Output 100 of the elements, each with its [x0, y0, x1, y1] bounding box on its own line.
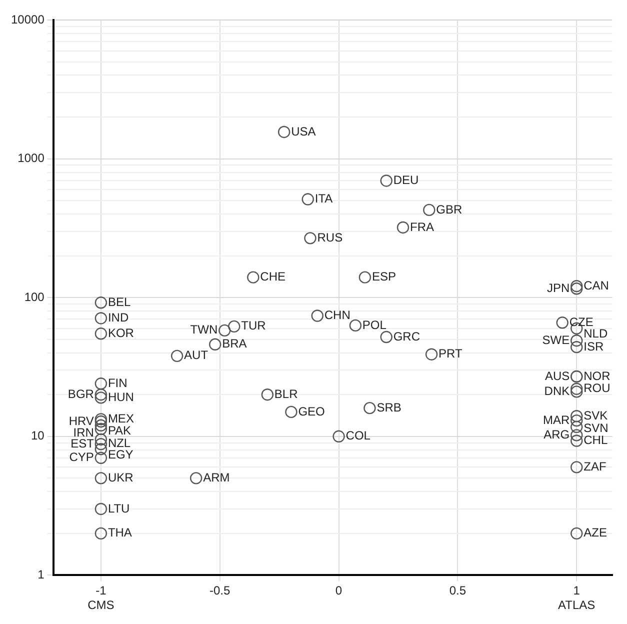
y-tick-label: 10 [31, 428, 45, 443]
annotation: AUS [544, 368, 570, 383]
x-tick-label: 1 ATLAS [558, 584, 596, 612]
annotation: GRC [393, 329, 420, 344]
annotation: EGY [108, 447, 134, 462]
annotation: IND [108, 310, 129, 325]
annotation: SVN [584, 421, 608, 436]
point [570, 334, 583, 347]
point [570, 382, 583, 395]
point [94, 328, 108, 340]
annotation: DEU [393, 173, 419, 188]
annotation: JPN [546, 280, 570, 295]
annotation: ROU [584, 381, 610, 396]
annotation: AUT [184, 348, 209, 362]
annotation: SRB [376, 400, 402, 414]
annotation: CHN [324, 308, 350, 322]
point [311, 310, 324, 322]
annotation: POL [362, 318, 387, 332]
annotation: COL [346, 428, 371, 443]
annotation: MAR [542, 412, 570, 427]
annotation: HRV [68, 414, 94, 428]
annotation: TUR [241, 318, 266, 333]
point [302, 193, 314, 206]
point [94, 392, 108, 404]
point [94, 472, 108, 484]
annotation: SVK [584, 408, 608, 422]
annotation: BLR [274, 386, 298, 401]
x-tick-label: -1 CMS [88, 584, 114, 612]
annotation: ITA [314, 192, 333, 206]
point [94, 443, 108, 456]
y-tick-label: 1 [38, 568, 45, 582]
annotation: GEO [298, 404, 325, 418]
annotation: THA [108, 526, 132, 540]
point [247, 271, 260, 284]
point [396, 221, 410, 234]
annotation: BGR [68, 386, 94, 401]
point [570, 386, 583, 398]
annotation: ZAF [584, 460, 606, 474]
annotation: CAN [584, 278, 609, 292]
point [380, 174, 392, 187]
point [94, 296, 108, 309]
annotation: NLD [584, 326, 608, 341]
annotation: ARG [544, 428, 570, 442]
annotation: SWE [542, 332, 570, 347]
y-tick-label: 1000 [18, 151, 45, 166]
point [94, 527, 108, 540]
point [358, 271, 372, 284]
annotation: LTU [108, 501, 130, 516]
annotation: FRA [410, 220, 434, 234]
annotation: NOR [584, 368, 611, 383]
point [556, 316, 568, 329]
y-tick-label: 100 [24, 290, 45, 304]
point [570, 527, 583, 540]
annotation: NZL [108, 436, 131, 450]
point [425, 348, 438, 360]
point [570, 461, 583, 474]
point [94, 415, 108, 428]
annotation: CYP [69, 450, 94, 464]
point [94, 422, 108, 436]
point [304, 232, 316, 244]
point [380, 330, 392, 344]
point [94, 502, 108, 516]
point [94, 413, 108, 426]
annotation: AZE [584, 526, 607, 540]
annotation: PRT [438, 346, 463, 361]
annotation: BEL [108, 294, 131, 309]
point [94, 438, 108, 450]
point [570, 420, 583, 434]
point [364, 402, 376, 414]
annotation: USA [291, 124, 316, 138]
annotation: ARM [203, 470, 230, 484]
point [94, 312, 108, 324]
point [94, 433, 108, 446]
point [285, 406, 298, 418]
annotation: MEX [108, 412, 134, 426]
annotation: DNK [544, 384, 570, 398]
point [94, 419, 108, 432]
point [228, 320, 240, 333]
point [218, 324, 231, 337]
point [190, 472, 202, 484]
point [570, 429, 583, 442]
x-tick-label: -0.5 [210, 584, 231, 598]
annotation: HUN [108, 390, 134, 404]
point [570, 410, 583, 422]
annotation: BRA [222, 336, 247, 351]
annotation: ESP [372, 270, 396, 284]
x-tick-label: 0.5 [449, 584, 466, 598]
point [349, 319, 362, 332]
point [209, 338, 222, 351]
y-tick-label: 10000 [10, 12, 45, 26]
point [94, 452, 108, 464]
annotation: CHE [260, 270, 286, 284]
point [94, 388, 108, 401]
point [570, 340, 583, 354]
point [423, 204, 436, 216]
annotation: PAK [108, 424, 132, 438]
point [570, 282, 583, 295]
point [332, 430, 345, 442]
annotation: TWN [190, 322, 218, 337]
point [94, 378, 108, 390]
